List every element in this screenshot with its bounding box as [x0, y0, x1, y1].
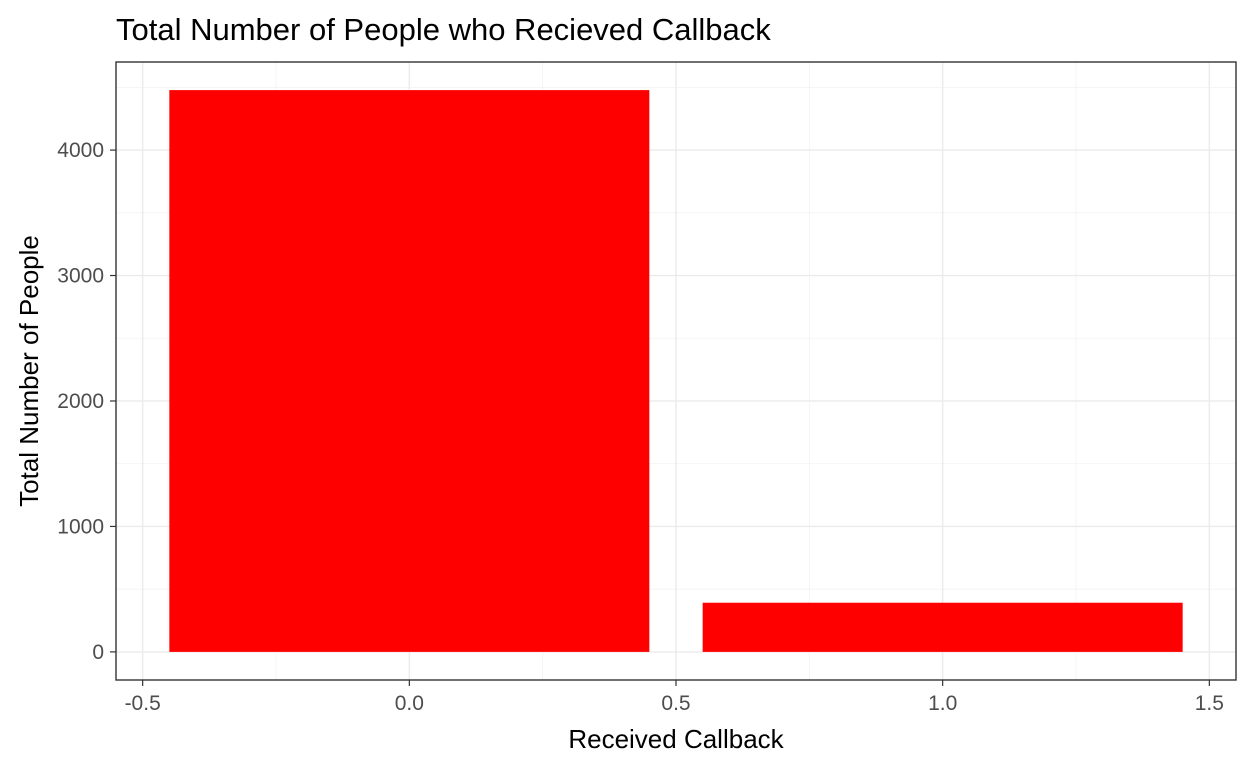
x-tick-label: 1.0 [928, 692, 957, 715]
y-tick-label: 0 [92, 641, 104, 664]
x-tick-label: 0.0 [395, 692, 424, 715]
y-tick-label: 1000 [57, 515, 104, 538]
x-tick-label: -0.5 [125, 692, 161, 715]
bar [169, 90, 650, 652]
y-axis-title: Total Number of People [14, 235, 44, 507]
x-tick-label: 1.5 [1195, 692, 1224, 715]
bar [702, 602, 1183, 652]
axis-ticks [110, 149, 1210, 686]
x-axis-tick-labels: -0.5 0.0 0.5 1.0 1.5 [125, 692, 1224, 715]
y-tick-label: 4000 [57, 139, 104, 162]
x-tick-label: 0.5 [661, 692, 690, 715]
y-tick-label: 3000 [57, 265, 104, 288]
y-axis-tick-labels: 0 1000 2000 3000 4000 [57, 139, 104, 664]
chart-title: Total Number of People who Recieved Call… [116, 12, 771, 47]
y-tick-label: 2000 [57, 390, 104, 413]
x-axis-title: Received Callback [568, 724, 784, 754]
bars [169, 90, 1183, 652]
